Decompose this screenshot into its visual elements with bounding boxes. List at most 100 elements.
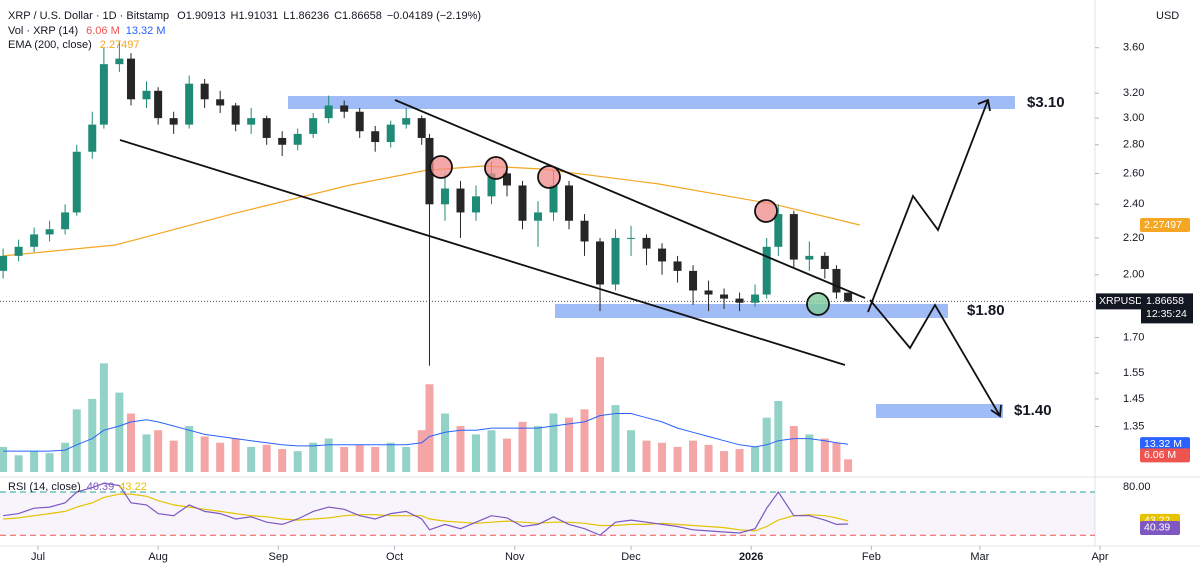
candle-body (278, 137, 287, 145)
rejection-marker (429, 155, 453, 179)
volume-bar (735, 449, 744, 472)
y-tick-label: 1.35 (1123, 420, 1144, 432)
candle-body (169, 118, 178, 125)
arrow-head (977, 98, 991, 112)
rsi-ma (3, 493, 849, 532)
volume-bar (549, 413, 558, 472)
candle-body (340, 105, 349, 112)
currency: USD (1156, 10, 1179, 22)
volume-bar (262, 444, 271, 472)
scenario-up (867, 99, 989, 313)
volume-bar (471, 434, 480, 472)
y-tick-label: 3.20 (1123, 87, 1144, 99)
candle-body (30, 234, 39, 247)
volume-bar (371, 446, 380, 472)
trend-line (119, 139, 846, 366)
price-tag (1141, 293, 1193, 324)
candle-body (185, 83, 194, 125)
volume-bar (596, 357, 605, 472)
candle-body (293, 133, 302, 145)
candle-body (309, 118, 318, 134)
volume-bar (456, 426, 465, 472)
volume-bar (88, 398, 97, 472)
volume-bar (440, 413, 449, 472)
candle-body (704, 290, 713, 295)
ema-tag (1140, 217, 1190, 232)
candle-body (471, 196, 480, 213)
candle-body (417, 118, 426, 138)
candle-body (658, 248, 667, 262)
volume-bar (216, 442, 225, 472)
volume-bar (642, 440, 651, 472)
x-tick-label: Dec (621, 551, 641, 563)
y-tick-label: 3.00 (1123, 112, 1144, 124)
x-tick-label: Jul (31, 551, 45, 563)
y-tick-label: 2.40 (1123, 198, 1144, 210)
volume-bar (720, 451, 729, 472)
volume-bar (518, 421, 527, 472)
breakout-marker (806, 292, 830, 316)
volume-bar (324, 438, 333, 472)
candle-body (689, 270, 698, 291)
volume-bar (355, 444, 364, 472)
volume-bar (30, 451, 39, 472)
candle-body (642, 237, 651, 249)
candle-body (820, 255, 829, 269)
annotation: $1.40 (1014, 402, 1052, 419)
countdown-label: 12:35:24 (1146, 308, 1187, 320)
symbol-tag (1096, 293, 1141, 310)
candle-body (580, 220, 589, 242)
candle-body (565, 185, 574, 221)
volume-bar (844, 459, 853, 472)
candle-body (88, 124, 97, 152)
trend-line (394, 99, 866, 299)
candle-body (627, 237, 636, 239)
volume-ma-tag-label: 13.32 M (1144, 438, 1182, 450)
y-tick-label: 3.60 (1123, 42, 1144, 54)
target-zone (288, 96, 1015, 109)
y-tick-label: 1.45 (1123, 393, 1144, 405)
rsi-tag-label: 40.39 (1144, 522, 1170, 534)
volume-ma-tag (1140, 437, 1190, 452)
rejection-marker (537, 165, 561, 189)
rsi-band (0, 491, 1095, 536)
volume-bar (402, 446, 411, 472)
volume-bar (185, 426, 194, 472)
volume-bar (805, 434, 814, 472)
y-tick-label: 1.70 (1123, 331, 1144, 343)
rsi-line (3, 482, 849, 536)
candle-body (789, 214, 798, 260)
x-tick-label: 2026 (739, 551, 763, 563)
volume-bar (200, 436, 209, 472)
volume-bar (293, 451, 302, 472)
candle-body (355, 111, 364, 132)
volume-bar (673, 446, 682, 472)
drawings (288, 96, 1015, 418)
candle-body (386, 124, 395, 143)
candle-body (142, 90, 151, 100)
candle-body (262, 118, 271, 138)
candle-body (805, 255, 814, 260)
rsi-tag (1140, 520, 1180, 535)
target-zone (876, 404, 1003, 418)
volume-bar (386, 442, 395, 472)
volume-bar (627, 430, 636, 472)
x-tick-label: Apr (1091, 551, 1108, 563)
y-tick-label: 2.80 (1123, 139, 1144, 151)
volume-tag (1140, 448, 1190, 463)
candle-body (774, 214, 783, 247)
candle-body (456, 188, 465, 213)
volume-ma (3, 413, 849, 452)
volume-bar (247, 446, 256, 472)
drawings-top (119, 98, 1002, 418)
y-tick-label: 2.20 (1123, 232, 1144, 244)
candle-body (596, 241, 605, 285)
arrow-head (990, 404, 1002, 418)
x-tick-label: Nov (505, 551, 525, 563)
candle-body (762, 246, 771, 295)
candle-body (549, 185, 558, 213)
volume-bar (751, 446, 760, 472)
